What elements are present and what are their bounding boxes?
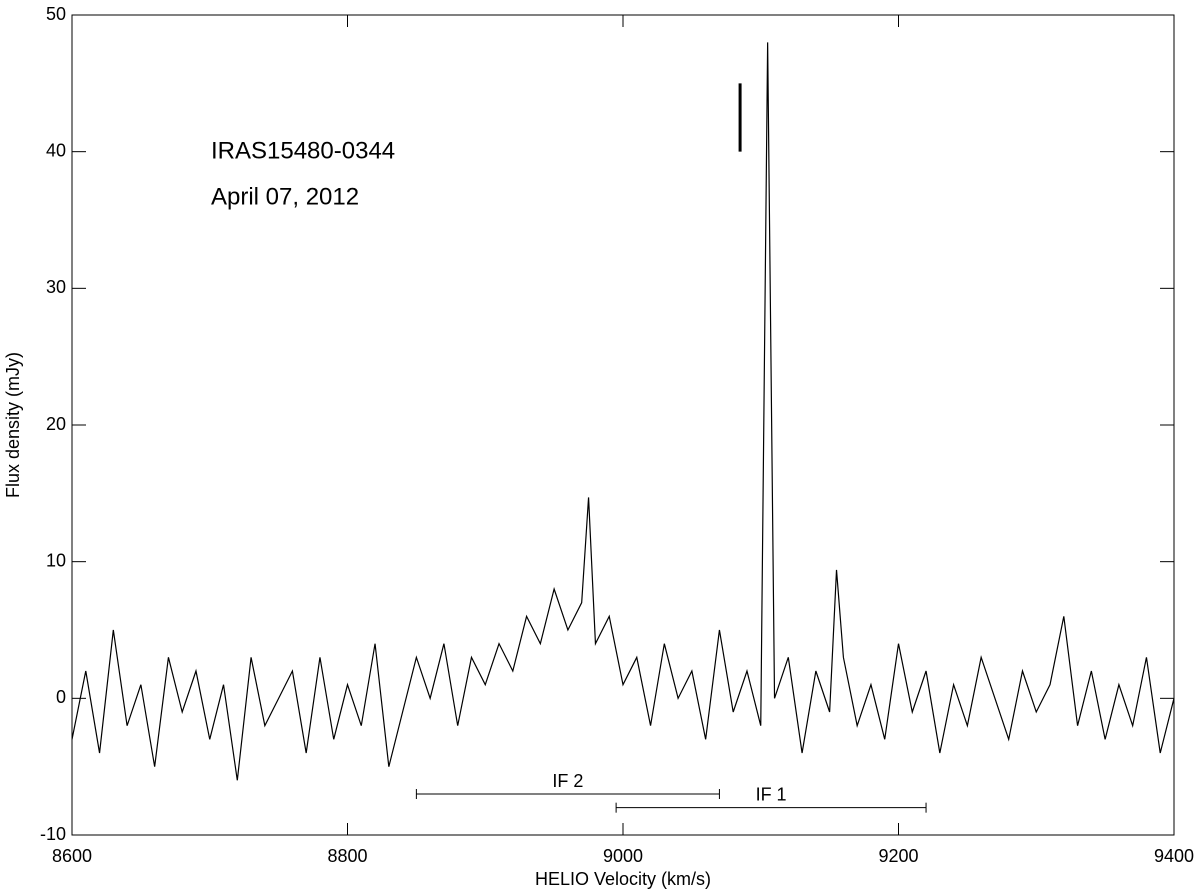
y-tick-label: 20: [46, 414, 66, 434]
annotation: April 07, 2012: [211, 183, 359, 210]
y-axis-title: Flux density (mJy): [3, 352, 23, 498]
x-tick-label: 9200: [878, 846, 918, 866]
x-axis-title: HELIO Velocity (km/s): [535, 869, 711, 889]
y-tick-label: 40: [46, 140, 66, 160]
x-tick-label: 9000: [603, 846, 643, 866]
y-tick-label: -10: [40, 824, 66, 844]
y-tick-label: 30: [46, 277, 66, 297]
annotation: IRAS15480-0344: [211, 137, 395, 164]
if-range-label: IF 2: [552, 771, 583, 791]
x-tick-label: 8600: [52, 846, 92, 866]
y-tick-label: 10: [46, 550, 66, 570]
y-tick-label: 0: [56, 687, 66, 707]
spectrum-line: [71, 42, 1175, 781]
x-tick-label: 9400: [1154, 846, 1194, 866]
x-tick-label: 8800: [327, 846, 367, 866]
y-tick-label: 50: [46, 4, 66, 24]
if-range-label: IF 1: [756, 784, 787, 804]
